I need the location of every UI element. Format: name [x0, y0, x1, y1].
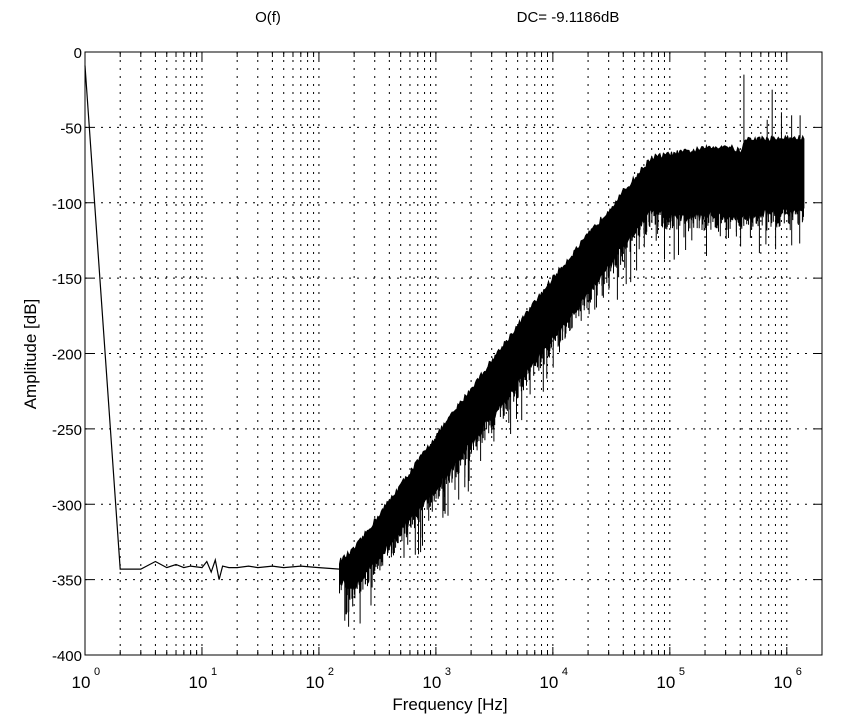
y-tick-label: -300 [52, 497, 82, 514]
y-tick-label: 0 [74, 45, 82, 62]
spectrum-band [339, 134, 805, 590]
spectrum-noise [339, 205, 804, 627]
chart-title: O(f) [255, 9, 281, 26]
y-tick-label: -200 [52, 347, 82, 364]
x-tick-exponent: 0 [94, 666, 100, 678]
plot-data [84, 65, 805, 627]
y-tick-label: -250 [52, 422, 82, 439]
y-tick-label: -400 [52, 648, 82, 665]
dc-annotation: DC= -9.1186dB [517, 9, 620, 26]
y-tick-label: -350 [52, 573, 82, 590]
x-tick-label: 10 [539, 673, 558, 692]
y-tick-label: -150 [52, 271, 82, 288]
x-tick-exponent: 2 [328, 666, 334, 678]
x-tick-exponent: 5 [679, 666, 685, 678]
x-tick-exponent: 6 [796, 666, 802, 678]
grid [85, 52, 823, 655]
y-axis-label: Amplitude [dB] [21, 299, 40, 410]
axes: 0-50-100-150-200-250-300-350-40010010110… [52, 45, 823, 692]
x-tick-exponent: 4 [562, 666, 568, 678]
x-tick-exponent: 1 [211, 666, 217, 678]
x-tick-label: 10 [422, 673, 441, 692]
x-tick-label: 10 [656, 673, 675, 692]
x-tick-exponent: 3 [445, 666, 451, 678]
plot-frame [84, 51, 823, 656]
x-axis-label: Frequency [Hz] [392, 695, 507, 714]
y-tick-label: -100 [52, 196, 82, 213]
x-tick-label: 10 [189, 673, 208, 692]
x-tick-label: 10 [773, 673, 792, 692]
x-tick-label: 10 [72, 673, 91, 692]
x-tick-label: 10 [305, 673, 324, 692]
spectrum-line-low [84, 65, 340, 580]
y-tick-label: -50 [60, 120, 82, 137]
